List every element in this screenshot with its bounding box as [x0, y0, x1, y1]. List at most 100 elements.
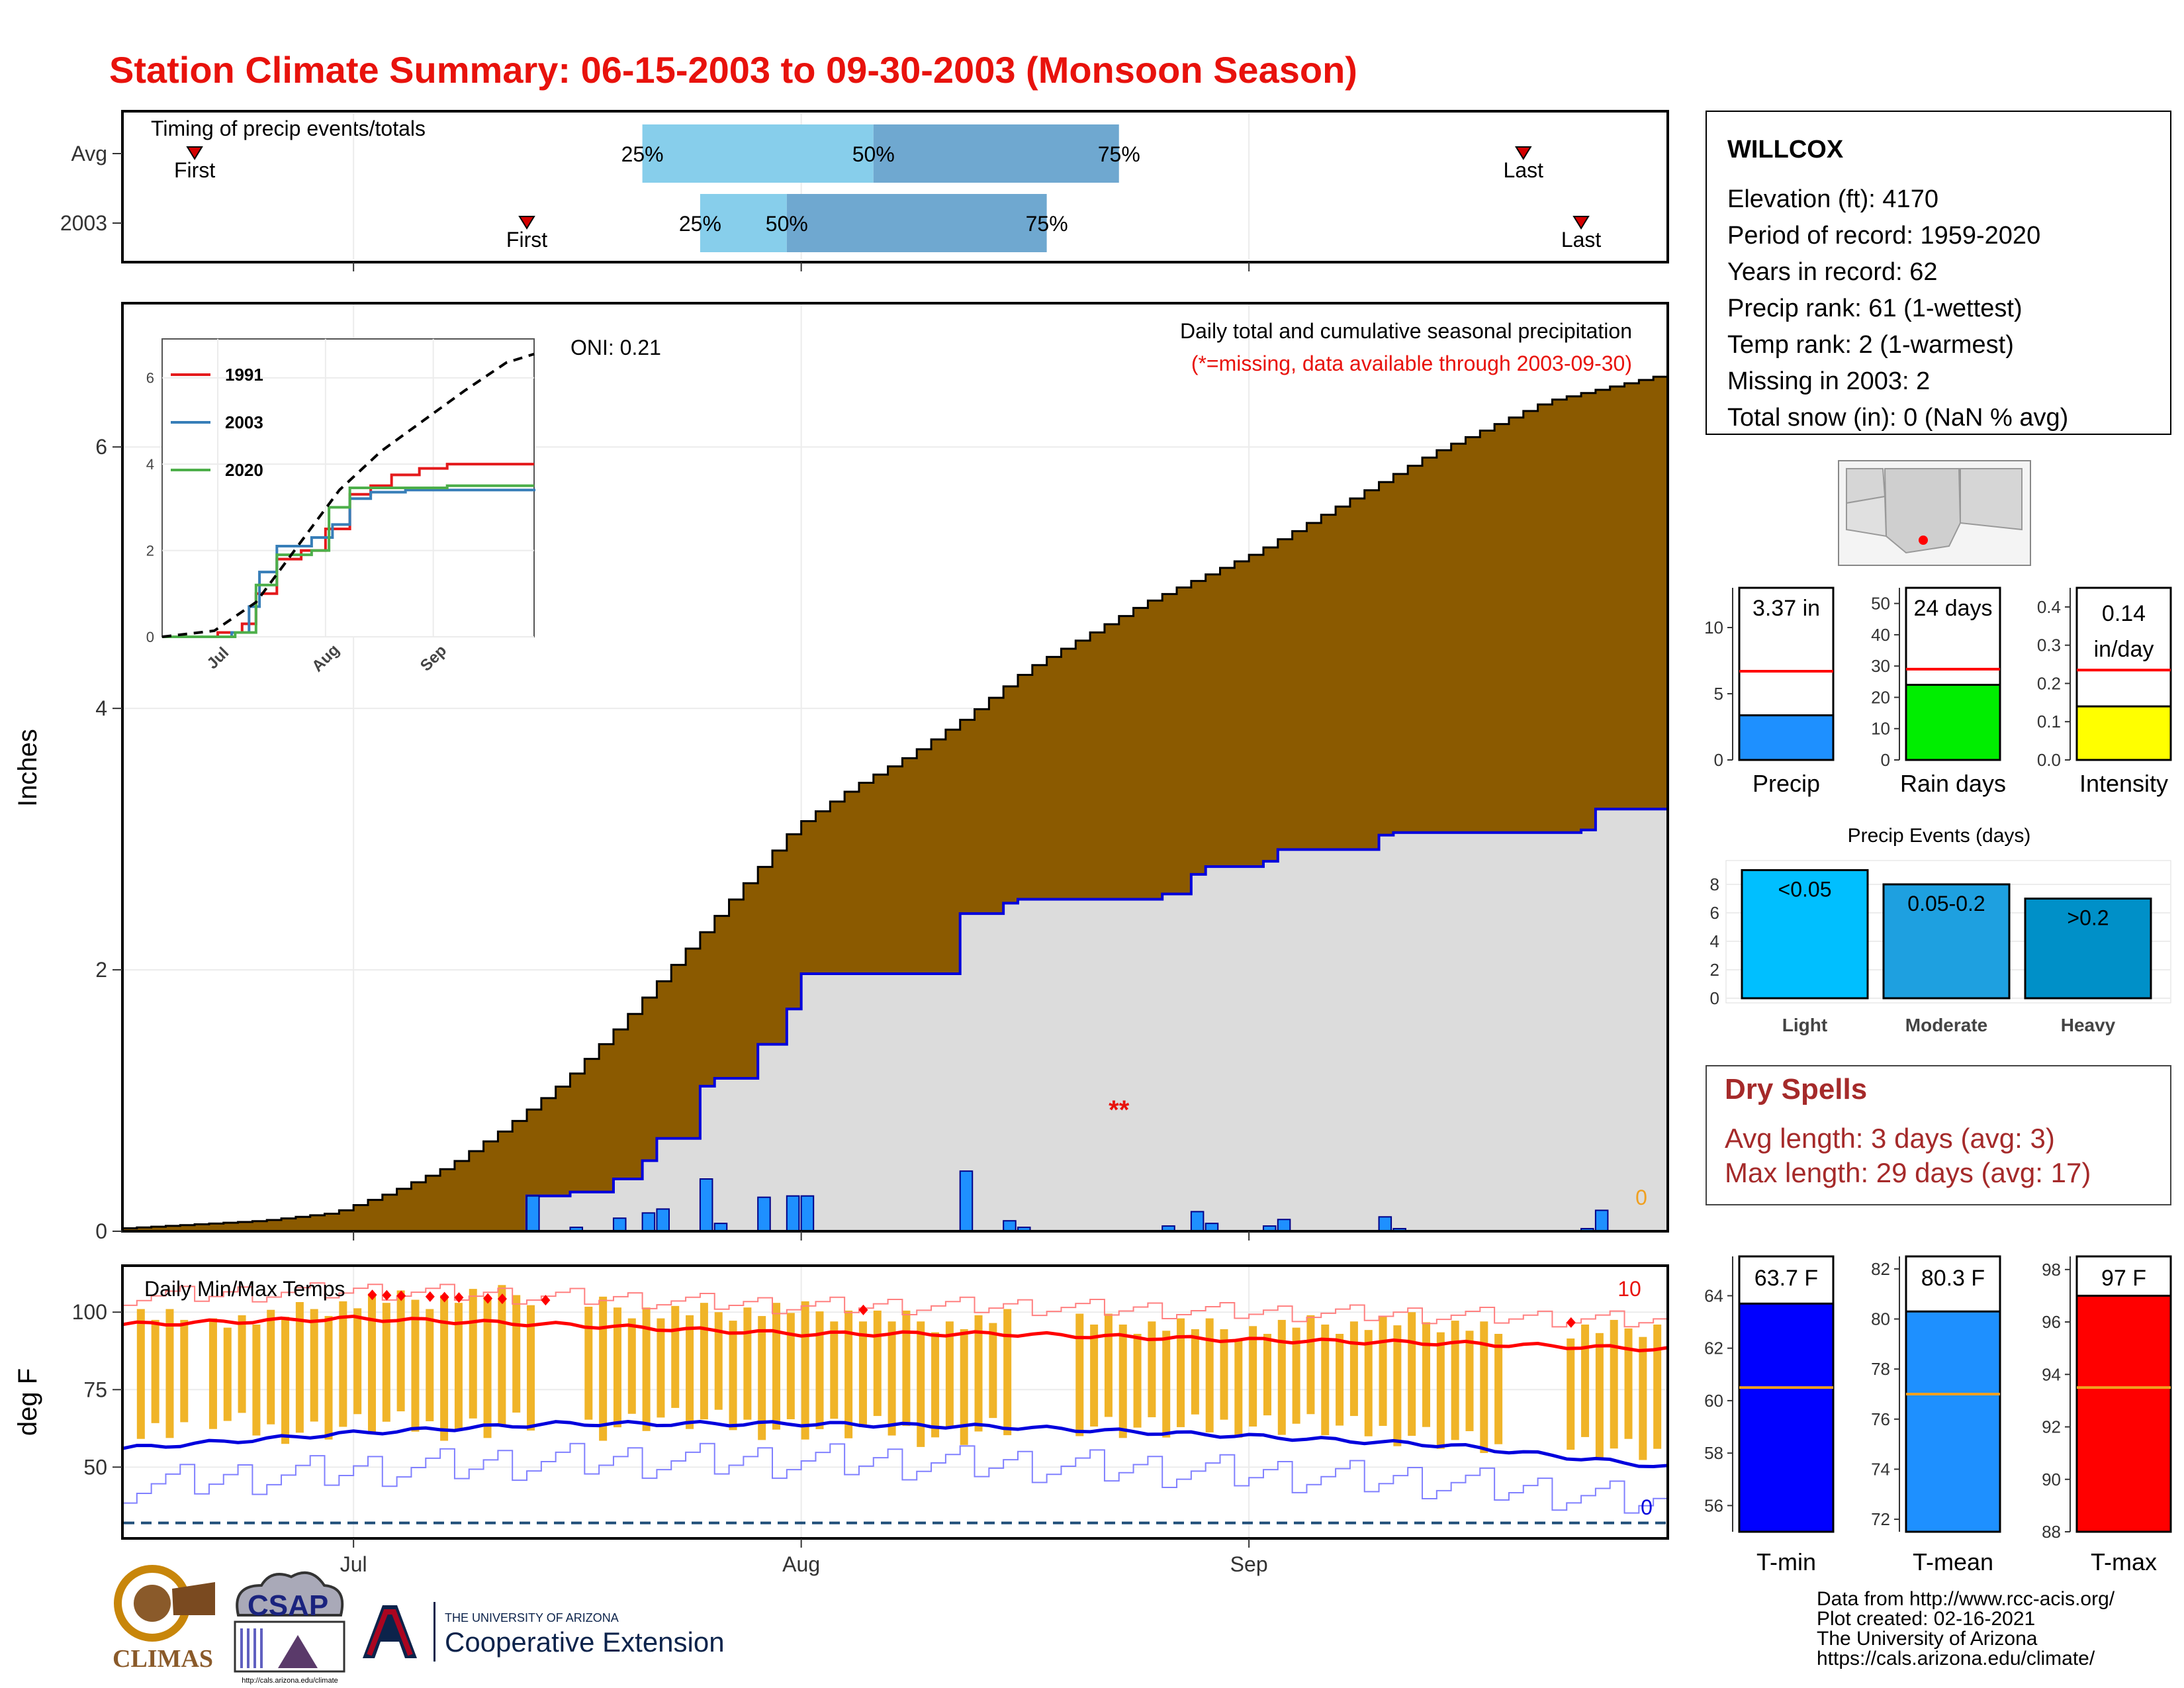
daily-temp-bar [627, 1318, 636, 1414]
daily-temp-bar [454, 1303, 463, 1430]
daily-temp-bar [267, 1309, 275, 1425]
daily-temp-bar [310, 1309, 318, 1422]
avg-max-line [122, 1315, 1668, 1352]
climas-logo: CLIMAS [113, 1565, 215, 1673]
footer-line-university: The University of Arizona [1817, 1628, 2038, 1650]
daily-temp-bar [295, 1302, 304, 1433]
record-max-line [122, 1282, 1668, 1328]
summary-ytick-label: 0 [1714, 750, 1723, 770]
precip-zero-count: 0 [1635, 1186, 1647, 1209]
tsummary-ytick-label: 72 [1871, 1509, 1890, 1529]
timing-p25-label: 25% [679, 212, 721, 236]
precip-events-title: Precip Events (days) [1848, 825, 2031, 847]
oni-label: ONI: 0.21 [570, 336, 661, 359]
daily-temp-bar [584, 1307, 593, 1420]
daily-temp-bar [1133, 1334, 1142, 1428]
precip-ytick-label: 6 [95, 435, 107, 459]
daily-temp-bar [1277, 1319, 1286, 1435]
daily-temp-bar [1090, 1324, 1099, 1427]
events-bar-Light [1741, 868, 1869, 1000]
timing-p75-label: 75% [1026, 212, 1068, 236]
inset-series-line-2003 [162, 489, 535, 638]
tsummary-ytick-label: 98 [2042, 1260, 2061, 1280]
daily-temp-bar [1624, 1328, 1633, 1439]
events-bar-Heavy [2024, 897, 2152, 1000]
events-bar-label: 0.05-0.2 [1907, 892, 1985, 915]
tsummary-ytick-label: 64 [1704, 1286, 1723, 1305]
precip-ylabel: Inches [13, 729, 42, 807]
daily-temp-bar [815, 1311, 824, 1429]
tsummary-bar-T-mean [1905, 1310, 2001, 1533]
climas-logo-text: CLIMAS [113, 1645, 213, 1673]
station-info-line: Temp rank: 2 (1-warmest) [1727, 331, 2014, 359]
daily-temp-bar [324, 1316, 333, 1440]
daily-temp-bar [353, 1308, 362, 1415]
daily-temp-bar [657, 1318, 665, 1418]
daily-temp-bar [1249, 1326, 1257, 1427]
summary-value-label: 0.14 [2102, 601, 2146, 626]
events-ytick-label: 4 [1710, 931, 1719, 951]
summary-ytick-label: 0.0 [2037, 750, 2061, 770]
summary-bar-Precip [1738, 714, 1835, 761]
daily-precip-bar [656, 1208, 670, 1233]
precip-ytick-label: 4 [95, 696, 107, 720]
daily-temp-bar [208, 1318, 217, 1429]
csap-logo-url: http://cals.arizona.edu/climate [242, 1677, 338, 1685]
tsummary-bar-T-max [2075, 1294, 2172, 1533]
station-info-line: Missing in 2003: 2 [1727, 367, 1930, 395]
summary-ytick-label: 0.2 [2037, 673, 2061, 693]
record-high-marker [454, 1292, 464, 1303]
daily-temp-bar [902, 1310, 911, 1427]
csap-logo-text: CSAP [248, 1589, 328, 1622]
footer-credits: Data from http://www.rcc-acis.org/ Plot … [1817, 1588, 2115, 1669]
station-info-line: Period of record: 1959-2020 [1727, 222, 2040, 250]
timing-panel: Timing of precip events/totals 25% 50% 75%… [60, 110, 1669, 263]
timing-p25-label: 25% [621, 142, 664, 166]
daily-temp-bar [1263, 1334, 1271, 1416]
daily-temp-bar [512, 1295, 521, 1413]
tsummary-ytick-label: 82 [1871, 1259, 1890, 1279]
summary-bar-Intensity [2075, 705, 2172, 761]
daily-temp-bar [1422, 1322, 1431, 1427]
daily-precip-bar [959, 1170, 974, 1232]
daily-temp-bar [252, 1324, 261, 1436]
daily-temp-bar [396, 1290, 405, 1412]
dry-spells-avg: Avg length: 3 days (avg: 3) [1725, 1123, 2055, 1154]
events-category-label: Light [1782, 1015, 1827, 1035]
daily-temp-bar [1177, 1318, 1185, 1427]
daily-temp-bar [801, 1301, 809, 1440]
summary-ytick-label: 10 [1704, 618, 1723, 637]
daily-temp-bar [1480, 1321, 1488, 1454]
summary-ytick-label: 40 [1871, 625, 1890, 645]
daily-temp-bar [1393, 1325, 1402, 1446]
daily-temp-bar [1148, 1321, 1156, 1417]
daily-temp-bar [498, 1285, 506, 1426]
temp-ytick-label: 100 [72, 1300, 107, 1324]
daily-temp-bar [858, 1321, 867, 1427]
daily-temp-bar [382, 1303, 390, 1422]
daily-temp-bar [1567, 1338, 1575, 1450]
record-high-marker [439, 1291, 449, 1303]
daily-temp-bar [599, 1296, 608, 1441]
daily-temp-bar [960, 1329, 968, 1445]
summary-bar-Rain days [1905, 684, 2001, 761]
daily-temp-bar [1234, 1340, 1243, 1438]
events-ytick-label: 2 [1710, 960, 1719, 980]
inset-legend-label: 2020 [225, 460, 263, 480]
daily-temp-bar [974, 1315, 983, 1432]
daily-temp-bar [1639, 1336, 1647, 1460]
timing-bar-lower [642, 124, 874, 183]
timing-bar-upper [786, 194, 1047, 252]
daily-precip-bar [800, 1195, 815, 1232]
daily-temp-bar [281, 1317, 290, 1444]
precip-ytick-label: 0 [95, 1219, 107, 1243]
events-bar-Moderate [1882, 883, 2011, 1000]
daily-temp-bar [1075, 1313, 1084, 1436]
daily-temp-bar [786, 1313, 795, 1419]
record-high-marker [396, 1290, 406, 1301]
summary-axis-label: Intensity [2079, 770, 2168, 797]
daily-temp-bar [238, 1315, 246, 1413]
station-info-box: WILLCOX Elevation (ft): 4170 Period of re… [1706, 111, 2171, 435]
